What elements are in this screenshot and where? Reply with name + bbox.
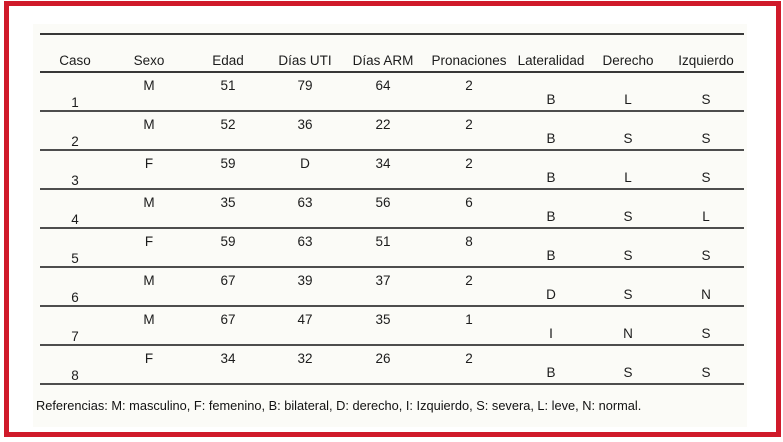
table-row: 3 F 59 D 34 2 B L S — [40, 151, 744, 190]
cases-table: Caso Sexo Edad Días UTI Días ARM Pronaciones L… — [40, 33, 744, 385]
column-header-dias-uti: Días UTI — [278, 52, 332, 68]
cell-derecho: N — [623, 325, 633, 341]
cell-sexo: M — [143, 273, 155, 288]
cell-lateralidad: B — [546, 208, 556, 224]
column-header-sexo: Sexo — [133, 52, 165, 68]
cell-pronaciones: 2 — [465, 117, 473, 132]
cell-dias-uti: 47 — [297, 312, 313, 327]
cell-derecho: S — [623, 286, 633, 302]
cell-pronaciones: 2 — [465, 273, 473, 288]
cell-sexo: M — [143, 117, 155, 132]
cell-dias-arm: 35 — [375, 312, 391, 327]
cell-edad: 59 — [220, 156, 236, 171]
cell-dias-uti: 36 — [297, 117, 313, 132]
cell-lateralidad: I — [549, 325, 553, 341]
cell-pronaciones: 6 — [465, 195, 473, 210]
cell-lateralidad: B — [546, 130, 556, 146]
cell-pronaciones: 2 — [465, 351, 473, 366]
cell-dias-arm: 64 — [375, 78, 391, 93]
cell-derecho: S — [623, 130, 633, 146]
cell-izquierdo: N — [701, 286, 711, 302]
cell-caso: 8 — [71, 367, 79, 383]
cell-sexo: M — [143, 195, 155, 210]
cell-lateralidad: B — [546, 91, 556, 107]
cell-dias-uti: 32 — [297, 351, 313, 366]
cell-caso: 7 — [71, 328, 79, 344]
cell-derecho: S — [623, 208, 633, 224]
cell-izquierdo: S — [701, 364, 711, 380]
cell-lateralidad: B — [546, 364, 556, 380]
cell-sexo: M — [143, 312, 155, 327]
cell-pronaciones: 1 — [465, 312, 473, 327]
table-row: 2 M 52 36 22 2 B S S — [40, 112, 744, 151]
table-row: 8 F 34 32 26 2 B S S — [40, 346, 744, 385]
table-row: 1 M 51 79 64 2 B L S — [40, 73, 744, 112]
cell-edad: 67 — [220, 273, 236, 288]
cell-dias-arm: 22 — [375, 117, 391, 132]
cell-izquierdo: S — [701, 91, 711, 107]
cell-dias-uti: 39 — [297, 273, 313, 288]
table-row: 6 M 67 39 37 2 D S N — [40, 268, 744, 307]
cell-dias-arm: 37 — [375, 273, 391, 288]
cell-pronaciones: 8 — [465, 234, 473, 249]
cell-edad: 52 — [220, 117, 236, 132]
cell-izquierdo: S — [701, 169, 711, 185]
column-header-derecho: Derecho — [602, 52, 654, 68]
cell-dias-uti: 63 — [297, 234, 313, 249]
cell-dias-uti: D — [300, 156, 310, 171]
cell-izquierdo: L — [702, 208, 710, 224]
column-header-lateralidad: Lateralidad — [517, 52, 585, 68]
column-header-edad: Edad — [212, 52, 244, 68]
column-header-caso: Caso — [59, 52, 91, 68]
cell-caso: 6 — [71, 289, 79, 305]
table-row: 5 F 59 63 51 8 B S S — [40, 229, 744, 268]
cell-edad: 59 — [220, 234, 236, 249]
cell-izquierdo: S — [701, 325, 711, 341]
cell-caso: 3 — [71, 172, 79, 188]
table-header-row: Caso Sexo Edad Días UTI Días ARM Pronaciones L… — [40, 33, 744, 73]
cell-caso: 1 — [71, 94, 79, 110]
cell-edad: 35 — [220, 195, 236, 210]
cell-edad: 67 — [220, 312, 236, 327]
cell-sexo: F — [144, 234, 154, 249]
cell-caso: 5 — [71, 250, 79, 266]
cell-dias-uti: 63 — [297, 195, 313, 210]
cell-sexo: F — [144, 156, 154, 171]
cell-derecho: L — [624, 169, 632, 185]
column-header-pronaciones: Pronaciones — [431, 52, 507, 68]
cell-pronaciones: 2 — [465, 78, 473, 93]
references-footnote: Referencias: M: masculino, F: femenino, … — [36, 398, 642, 413]
table-row: 4 M 35 63 56 6 B S L — [40, 190, 744, 229]
cell-izquierdo: S — [701, 247, 711, 263]
cell-derecho: L — [624, 91, 632, 107]
cell-sexo: M — [143, 78, 155, 93]
cell-caso: 2 — [71, 133, 79, 149]
cell-dias-arm: 56 — [375, 195, 391, 210]
cell-pronaciones: 2 — [465, 156, 473, 171]
cell-caso: 4 — [71, 211, 79, 227]
cell-izquierdo: S — [701, 130, 711, 146]
cell-edad: 34 — [220, 351, 236, 366]
document-scan-area — [33, 24, 747, 427]
table-row: 7 M 67 47 35 1 I N S — [40, 307, 744, 346]
cell-dias-arm: 51 — [375, 234, 391, 249]
cell-derecho: S — [623, 247, 633, 263]
cell-sexo: F — [144, 351, 154, 366]
cell-dias-uti: 79 — [297, 78, 313, 93]
column-header-dias-arm: Días ARM — [352, 52, 414, 68]
cell-dias-arm: 34 — [375, 156, 391, 171]
table-body: 1 M 51 79 64 2 B L S 2 M 52 36 22 2 B S S 3 F 59 D 34 2 B L S 4 M 35 6… — [40, 73, 744, 385]
cell-derecho: S — [623, 364, 633, 380]
cell-lateralidad: D — [546, 286, 556, 302]
cell-lateralidad: B — [546, 169, 556, 185]
column-header-izquierdo: Izquierdo — [678, 52, 734, 68]
cell-dias-arm: 26 — [375, 351, 391, 366]
cell-edad: 51 — [220, 78, 236, 93]
cell-lateralidad: B — [546, 247, 556, 263]
